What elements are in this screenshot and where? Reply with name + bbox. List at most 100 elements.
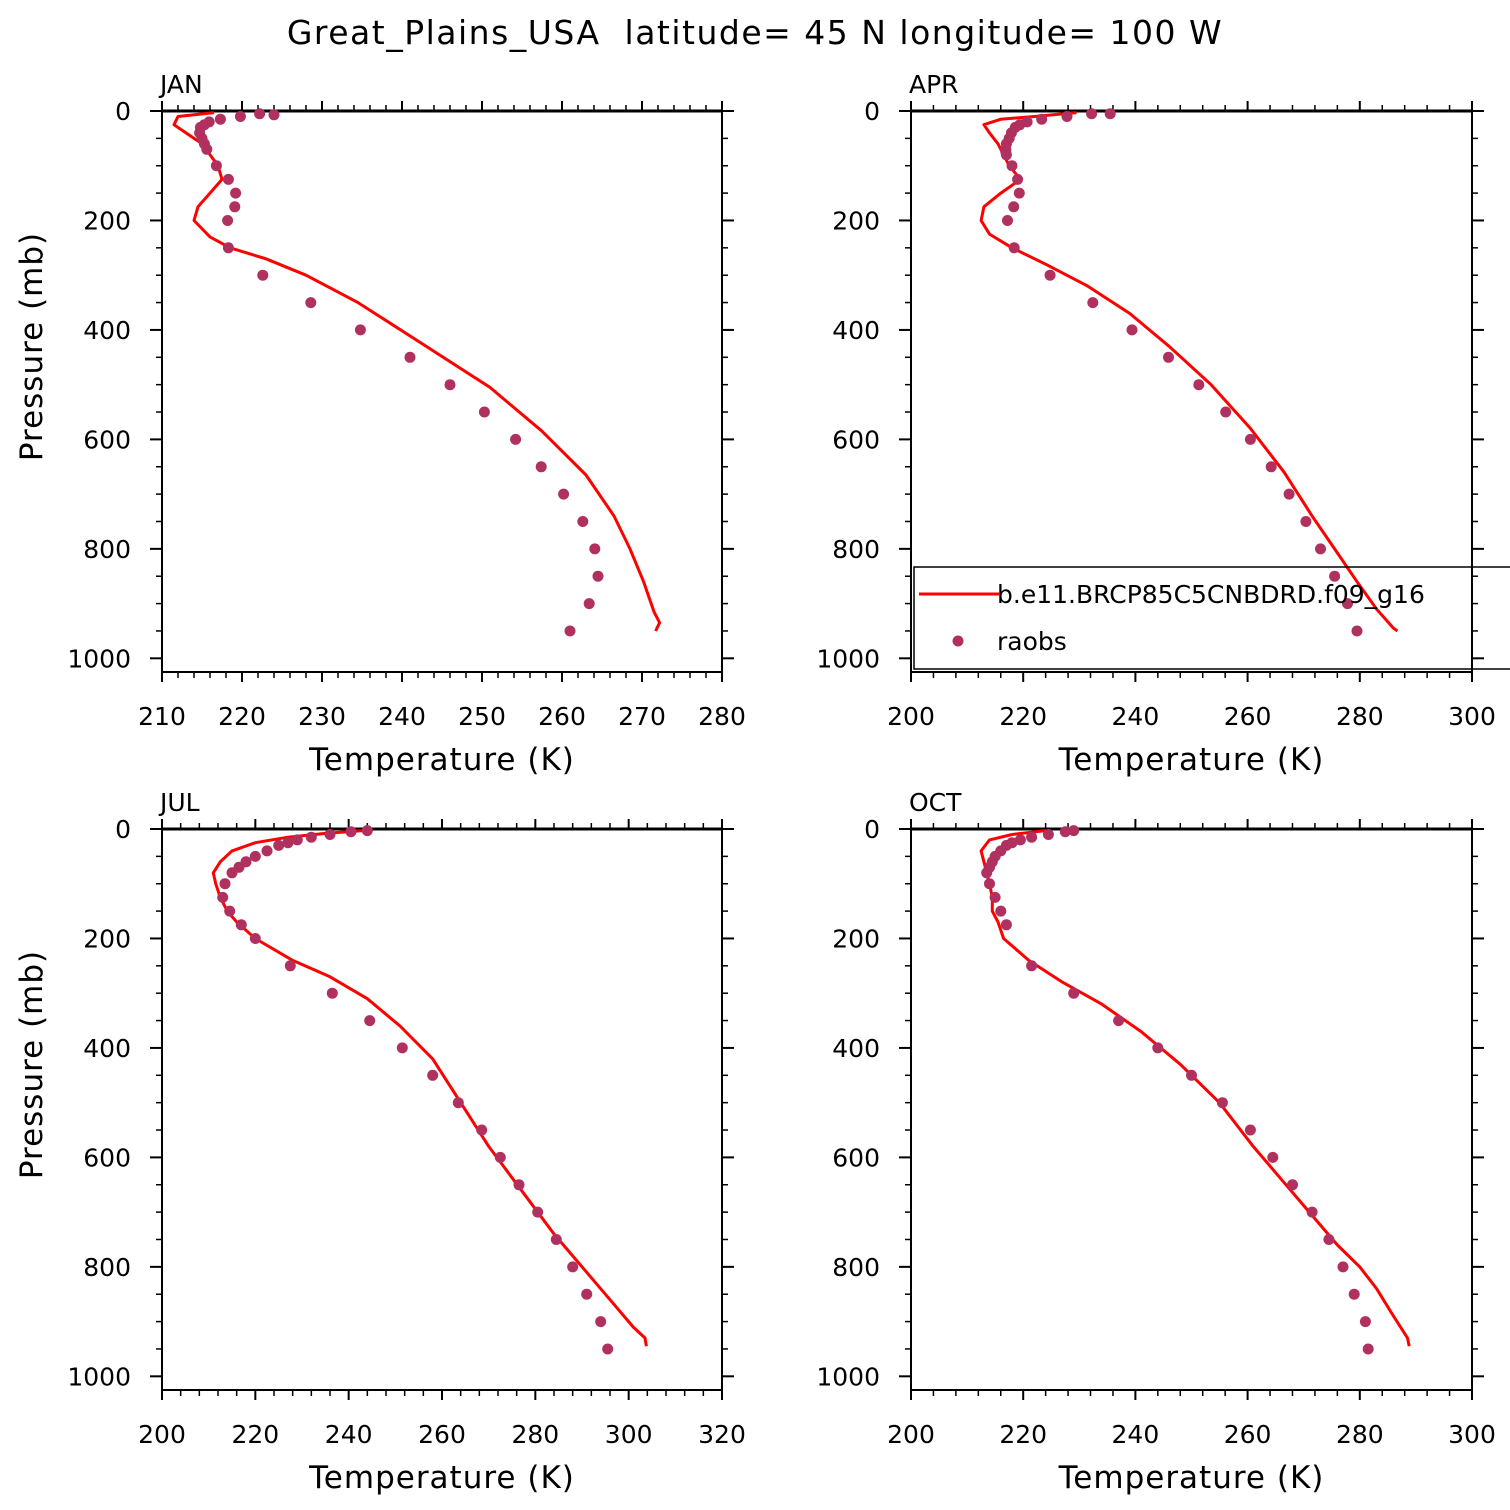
plot-frame <box>161 828 723 1391</box>
raobs-point <box>1267 1151 1279 1163</box>
raobs-point <box>1036 113 1048 125</box>
raobs-point <box>452 1097 464 1109</box>
raobs-point <box>210 160 222 172</box>
x-tick-label: 280 <box>1336 702 1384 731</box>
y-tick-label: 400 <box>83 316 131 345</box>
raobs-point <box>589 543 601 555</box>
y-tick-label: 600 <box>832 1143 880 1172</box>
raobs-point <box>1359 1316 1371 1328</box>
raobs-point <box>291 834 303 846</box>
y-tick-label: 0 <box>864 815 880 844</box>
y-tick-label: 800 <box>832 1253 880 1282</box>
raobs-point <box>1059 826 1071 838</box>
y-tick-label: 400 <box>832 316 880 345</box>
x-tick-label: 300 <box>1448 1420 1496 1449</box>
x-tick-label: 260 <box>538 702 586 731</box>
x-tick-label: 270 <box>618 702 666 731</box>
raobs-point <box>1104 108 1116 120</box>
y-tick-label: 800 <box>832 535 880 564</box>
raobs-point <box>1152 1042 1164 1054</box>
raobs-point <box>1008 201 1020 213</box>
raobs-point <box>345 826 357 838</box>
raobs-point <box>989 891 1001 903</box>
raobs-point <box>282 837 294 849</box>
raobs-point <box>535 461 547 473</box>
x-tick-label: 260 <box>1224 702 1272 731</box>
y-tick-label: 600 <box>83 1143 131 1172</box>
raobs-point <box>1061 111 1073 122</box>
raobs-point <box>230 187 242 199</box>
raobs-point <box>273 839 285 851</box>
raobs-point <box>476 1124 488 1136</box>
raobs-point <box>219 878 231 890</box>
raobs-point <box>1000 919 1012 931</box>
x-tick-label: 280 <box>698 702 746 731</box>
raobs-point <box>261 845 273 857</box>
x-tick-label: 300 <box>1448 702 1496 731</box>
raobs-point <box>1008 242 1020 254</box>
x-axis-label: Temperature (K) <box>308 742 575 778</box>
x-axis-label: Temperature (K) <box>308 1460 575 1496</box>
y-tick-label: 0 <box>864 97 880 126</box>
y-tick-label: 0 <box>115 97 131 126</box>
y-tick-label: 1000 <box>67 644 131 673</box>
model-profile-line <box>979 111 1399 633</box>
raobs-point <box>1026 960 1038 972</box>
raobs-point <box>1300 516 1312 527</box>
x-tick-label: 260 <box>1224 1420 1272 1449</box>
raobs-point <box>1287 1179 1298 1191</box>
raobs-point <box>1006 160 1018 172</box>
raobs-point <box>1086 108 1098 120</box>
raobs-point <box>396 1042 408 1054</box>
raobs-point <box>981 867 993 879</box>
raobs-point <box>1012 173 1024 185</box>
x-tick-label: 240 <box>1112 1420 1160 1449</box>
x-tick-label: 200 <box>138 1420 186 1449</box>
raobs-point <box>326 987 338 999</box>
raobs-point <box>1362 1343 1374 1355</box>
raobs-point <box>1220 406 1232 418</box>
raobs-point <box>1044 269 1056 281</box>
raobs-point <box>577 516 589 527</box>
raobs-point <box>361 825 373 837</box>
y-tick-label: 200 <box>832 206 880 235</box>
raobs-point <box>564 625 576 637</box>
raobs-point <box>1283 488 1295 500</box>
x-tick-label: 220 <box>999 1420 1047 1449</box>
raobs-point <box>1216 1097 1228 1109</box>
raobs-point <box>532 1206 544 1218</box>
raobs-point <box>427 1069 439 1081</box>
y-tick-label: 400 <box>832 1034 880 1063</box>
raobs-point <box>592 570 604 582</box>
raobs-point <box>224 905 236 917</box>
x-axis-label: Temperature (K) <box>1058 742 1325 778</box>
raobs-point <box>1087 297 1099 309</box>
y-tick-label: 0 <box>115 815 131 844</box>
raobs-point <box>1244 1124 1256 1136</box>
raobs-point <box>222 173 234 185</box>
raobs-point <box>1000 149 1012 161</box>
x-tick-label: 220 <box>218 702 266 731</box>
raobs-point <box>1244 433 1256 445</box>
x-tick-label: 240 <box>378 702 426 731</box>
raobs-point <box>478 406 490 418</box>
panel-title: JUL <box>158 788 200 817</box>
x-tick-label: 280 <box>1336 1420 1384 1449</box>
raobs-point <box>1113 1015 1125 1027</box>
legend-obs-label: raobs <box>997 627 1067 656</box>
raobs-point <box>249 850 261 862</box>
raobs-point <box>567 1261 579 1273</box>
raobs-point <box>444 379 456 391</box>
plot-frame <box>161 110 723 673</box>
y-tick-label: 200 <box>83 206 131 235</box>
y-tick-label: 1000 <box>816 644 880 673</box>
raobs-point <box>249 933 261 944</box>
raobs-point <box>284 960 296 972</box>
x-tick-label: 240 <box>1112 702 1160 731</box>
x-tick-label: 230 <box>298 702 346 731</box>
x-tick-label: 200 <box>887 702 935 731</box>
y-tick-label: 600 <box>832 425 880 454</box>
raobs-point <box>1013 187 1025 199</box>
raobs-point <box>510 433 522 445</box>
